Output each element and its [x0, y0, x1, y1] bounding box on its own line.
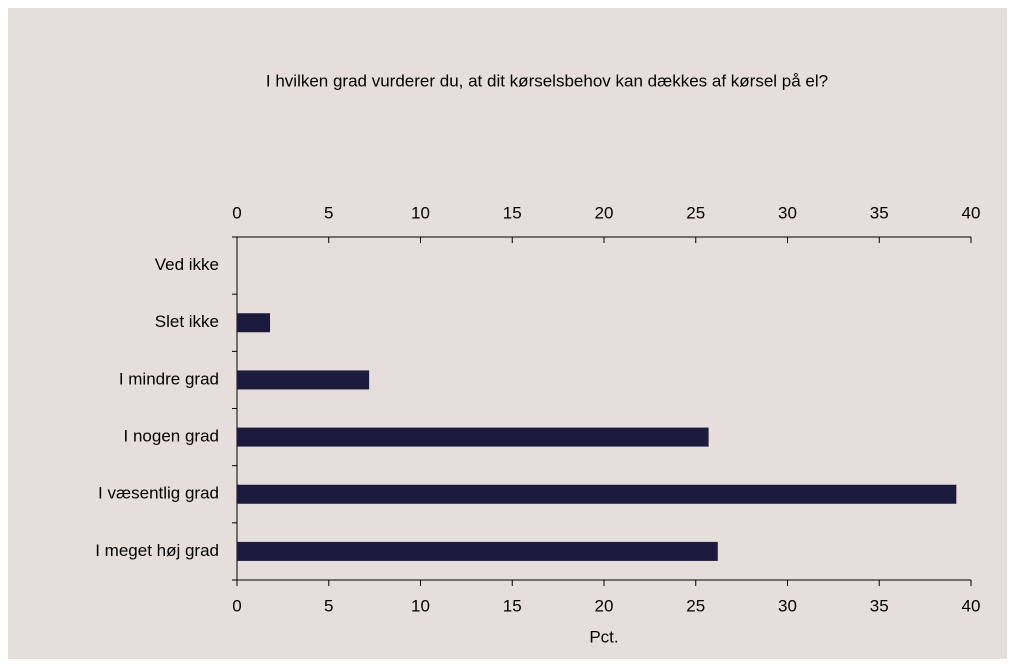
bar — [237, 313, 271, 333]
y-tick-label: Slet ikke — [155, 312, 219, 331]
x-tick-label: 40 — [962, 203, 981, 222]
x-tick-label: 30 — [778, 596, 797, 615]
y-tick-label: I væsentlig grad — [98, 484, 219, 503]
chart-background — [8, 8, 1007, 659]
x-tick-label: 15 — [503, 596, 522, 615]
x-tick-label: 40 — [962, 596, 981, 615]
bar — [237, 370, 370, 390]
x-tick-label: 35 — [870, 596, 889, 615]
y-tick-label: I nogen grad — [124, 427, 219, 446]
y-tick-label: I mindre grad — [119, 369, 219, 388]
x-tick-label: 30 — [778, 203, 797, 222]
x-tick-label: 25 — [686, 596, 705, 615]
bar — [237, 484, 957, 504]
y-tick-label: Ved ikke — [155, 255, 219, 274]
x-tick-label: 35 — [870, 203, 889, 222]
x-tick-label: 25 — [686, 203, 705, 222]
bar — [237, 427, 709, 447]
x-tick-label: 20 — [595, 596, 614, 615]
x-tick-label: 5 — [324, 596, 333, 615]
x-tick-label: 0 — [232, 203, 241, 222]
x-tick-label: 15 — [503, 203, 522, 222]
x-tick-label: 10 — [411, 203, 430, 222]
x-tick-label: 0 — [232, 596, 241, 615]
x-tick-label: 5 — [324, 203, 333, 222]
x-tick-label: 10 — [411, 596, 430, 615]
y-tick-label: I meget høj grad — [95, 541, 219, 560]
x-tick-label: 20 — [595, 203, 614, 222]
bar — [237, 541, 718, 561]
x-axis-label: Pct. — [589, 627, 618, 646]
chart-title: I hvilken grad vurderer du, at dit kørse… — [266, 71, 828, 90]
